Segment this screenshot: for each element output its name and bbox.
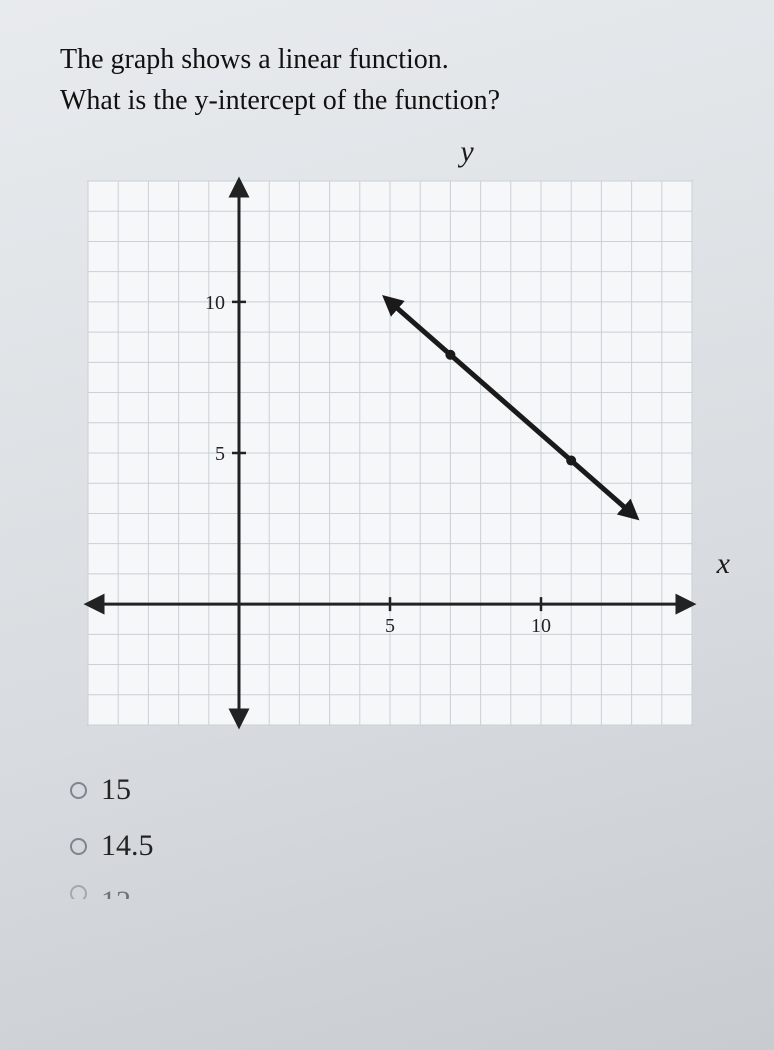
radio-icon	[70, 782, 87, 799]
answer-choices: 15 14.5 12	[70, 773, 734, 899]
svg-text:5: 5	[385, 615, 395, 637]
radio-icon	[70, 838, 87, 855]
chart-container: 510510 x	[80, 173, 700, 733]
x-axis-label: x	[717, 547, 730, 581]
choice-label: 14.5	[101, 829, 154, 863]
choice-option[interactable]: 15	[70, 773, 734, 807]
question-line-2: What is the y-intercept of the function?	[60, 81, 734, 122]
svg-text:10: 10	[205, 292, 225, 314]
choice-label: 12	[101, 885, 131, 899]
svg-text:10: 10	[531, 615, 551, 637]
choice-label: 15	[101, 773, 131, 807]
question-line-1: The graph shows a linear function.	[60, 40, 734, 81]
choice-option[interactable]: 12	[70, 885, 734, 899]
y-axis-label: y	[200, 135, 734, 169]
chart-svg: 5 10 5 10	[80, 173, 700, 733]
question-block: The graph shows a linear function. What …	[60, 40, 734, 121]
svg-text:5: 5	[215, 443, 225, 465]
gridlines	[88, 181, 692, 725]
choice-option[interactable]: 14.5	[70, 829, 734, 863]
radio-icon	[70, 885, 87, 899]
